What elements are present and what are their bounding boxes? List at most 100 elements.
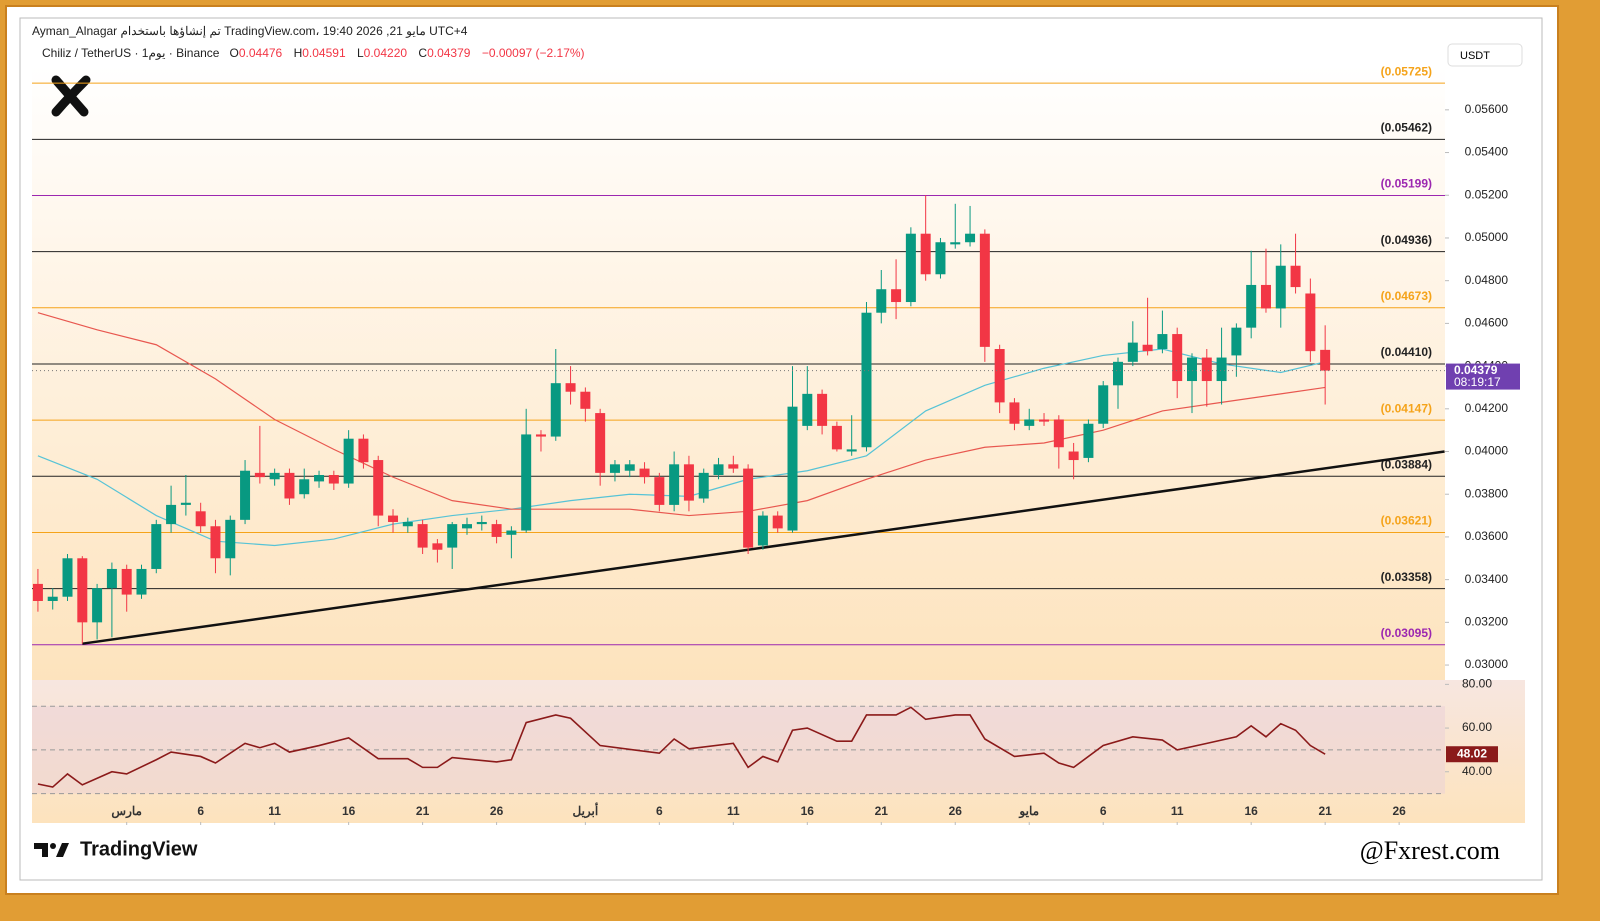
candle-body bbox=[757, 515, 768, 546]
x-tick-label: 26 bbox=[1392, 804, 1406, 818]
candle-body bbox=[994, 349, 1005, 403]
tv-logo bbox=[34, 843, 69, 857]
candle-body bbox=[1068, 451, 1079, 461]
candle-body bbox=[639, 468, 650, 478]
candle-body bbox=[1083, 423, 1094, 458]
candle-body bbox=[417, 524, 428, 548]
rsi-tag bbox=[1446, 746, 1498, 763]
candle-body bbox=[1275, 265, 1286, 309]
trendline bbox=[82, 450, 1445, 645]
candle-body bbox=[151, 524, 162, 569]
candle-body bbox=[1305, 293, 1316, 352]
candle-body bbox=[1320, 349, 1331, 371]
change: −0.00097 (−2.17%) bbox=[481, 46, 585, 60]
candle-body bbox=[1039, 419, 1050, 422]
x-tick-label: 21 bbox=[875, 804, 889, 818]
ohlc-value: 0.04379 bbox=[427, 46, 471, 60]
candle-body bbox=[550, 383, 561, 437]
candle-body bbox=[1157, 334, 1168, 350]
candle-body bbox=[935, 242, 946, 275]
candle-body bbox=[565, 383, 576, 392]
candle-body bbox=[432, 543, 443, 550]
x-tick-label: 11 bbox=[1171, 804, 1184, 818]
candle-body bbox=[77, 558, 88, 623]
level-label: (0.04410) bbox=[1381, 345, 1432, 359]
y-tick-label: 0.04200 bbox=[1465, 401, 1509, 415]
candle-body bbox=[47, 596, 58, 601]
candle-body bbox=[683, 464, 694, 501]
level-label: (0.03095) bbox=[1381, 626, 1432, 640]
candle-body bbox=[950, 242, 961, 245]
candle-body bbox=[1009, 402, 1020, 424]
candle-body bbox=[831, 425, 842, 450]
x-tick-label: 26 bbox=[949, 804, 963, 818]
y-tick-label: 0.05600 bbox=[1465, 102, 1509, 116]
candle-body bbox=[284, 472, 295, 499]
candle-body bbox=[861, 312, 872, 448]
y-tick-label: 0.05200 bbox=[1465, 187, 1509, 201]
candle-body bbox=[698, 472, 709, 499]
x-tick-label: 6 bbox=[656, 804, 663, 818]
x-tick-label: 11 bbox=[727, 804, 740, 818]
candle-body bbox=[728, 464, 739, 469]
symbol: Chiliz / TetherUS · 1يوم · Binance bbox=[42, 46, 220, 60]
candle-body bbox=[669, 464, 680, 505]
price-tag-countdown: 08:19:17 bbox=[1454, 375, 1501, 389]
y-tick-label: 0.04000 bbox=[1465, 444, 1509, 458]
y-tick-label: 60.00 bbox=[1462, 720, 1492, 734]
author-line: Ayman_Alnagar تم إنشاؤها باستخدام Tradin… bbox=[32, 24, 468, 38]
x-tick-label: 26 bbox=[490, 804, 504, 818]
candle-body bbox=[580, 391, 591, 409]
candle-body bbox=[965, 233, 976, 243]
x-tick-label: 21 bbox=[416, 804, 430, 818]
candle-body bbox=[358, 438, 369, 463]
candle-body bbox=[905, 233, 916, 303]
y-tick-label: 0.04600 bbox=[1465, 316, 1509, 330]
x-tick-label: أبريل bbox=[572, 803, 598, 819]
currency: USDT bbox=[1460, 50, 1490, 62]
level-label: (0.05725) bbox=[1381, 64, 1432, 78]
level-label: (0.04936) bbox=[1381, 233, 1432, 247]
y-tick-label: 0.03800 bbox=[1465, 486, 1509, 500]
candle-body bbox=[32, 583, 43, 601]
level-label: (0.04147) bbox=[1381, 401, 1432, 415]
ohlc-value: 0.04220 bbox=[363, 46, 408, 60]
x-tick-label: مارس bbox=[111, 804, 142, 819]
y-tick-label: 0.05000 bbox=[1465, 230, 1509, 244]
candle-body bbox=[624, 464, 635, 471]
level-label: (0.04673) bbox=[1381, 289, 1432, 303]
candle-body bbox=[388, 515, 399, 522]
candle-body bbox=[328, 475, 339, 484]
ohlc-key: L bbox=[356, 46, 364, 60]
candle-body bbox=[506, 530, 517, 535]
candle-body bbox=[846, 449, 857, 452]
candle-body bbox=[225, 519, 236, 559]
candle-body bbox=[713, 464, 724, 475]
candle-body bbox=[1186, 357, 1197, 382]
candle-body bbox=[62, 558, 73, 597]
candle-body bbox=[595, 413, 606, 473]
candle-body bbox=[817, 393, 828, 426]
ohlc-value: 0.04476 bbox=[238, 46, 283, 60]
x-tick-label: 6 bbox=[197, 804, 204, 818]
candle-body bbox=[1216, 357, 1227, 382]
candle-body bbox=[476, 521, 487, 525]
candle-body bbox=[314, 475, 325, 482]
candle-body bbox=[1142, 344, 1153, 352]
candle-body bbox=[1290, 265, 1301, 288]
candle-body bbox=[535, 434, 546, 437]
y-tick-label: 80.00 bbox=[1462, 677, 1492, 691]
candle-body bbox=[1246, 284, 1257, 328]
candle-body bbox=[166, 504, 177, 525]
ohlc-key: C bbox=[418, 46, 428, 60]
candle-body bbox=[299, 479, 310, 495]
candle-body bbox=[1201, 357, 1212, 382]
candle-body bbox=[1053, 419, 1064, 448]
candle-body bbox=[343, 438, 354, 484]
candle-body bbox=[180, 502, 191, 505]
candle-body bbox=[195, 511, 206, 527]
y-tick-label: 0.05400 bbox=[1465, 145, 1509, 159]
candle-body bbox=[772, 515, 783, 529]
